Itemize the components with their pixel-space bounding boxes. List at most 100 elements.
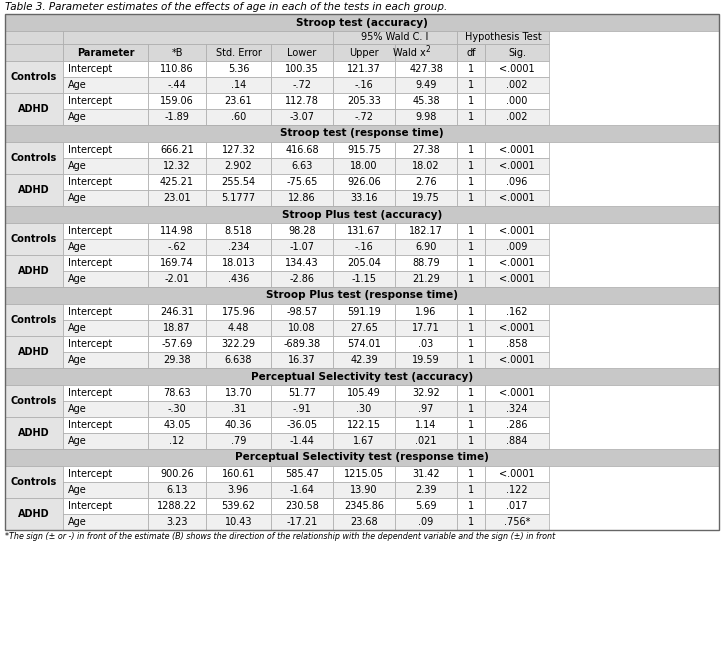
Text: 182.17: 182.17 xyxy=(409,226,443,236)
Bar xyxy=(206,61,271,77)
Bar xyxy=(206,401,271,417)
Bar xyxy=(148,417,206,433)
Text: 10.08: 10.08 xyxy=(288,323,316,333)
Text: 27.38: 27.38 xyxy=(412,145,440,155)
Bar xyxy=(206,385,271,401)
Text: 19.75: 19.75 xyxy=(412,193,440,203)
Bar xyxy=(63,482,148,498)
Bar xyxy=(457,158,485,174)
Text: 19.59: 19.59 xyxy=(412,355,439,365)
Bar xyxy=(148,223,206,239)
Text: .324: .324 xyxy=(506,404,528,414)
Text: 1: 1 xyxy=(468,161,474,171)
Bar xyxy=(485,174,549,190)
Bar xyxy=(333,304,395,320)
Text: 45.38: 45.38 xyxy=(412,96,439,106)
Bar xyxy=(271,158,333,174)
Bar xyxy=(485,304,549,320)
Bar xyxy=(271,336,333,352)
Text: 1288.22: 1288.22 xyxy=(157,501,197,511)
Text: 112.78: 112.78 xyxy=(285,96,319,106)
Bar xyxy=(457,190,485,206)
Text: -2.86: -2.86 xyxy=(290,274,314,284)
Bar xyxy=(457,61,485,77)
Bar xyxy=(63,417,148,433)
Bar xyxy=(63,271,148,287)
Text: 78.63: 78.63 xyxy=(163,388,191,398)
Text: 121.37: 121.37 xyxy=(347,64,381,74)
Bar xyxy=(206,174,271,190)
Bar xyxy=(148,401,206,417)
Text: <.0001: <.0001 xyxy=(499,161,535,171)
Text: Upper: Upper xyxy=(349,48,379,58)
Text: ADHD: ADHD xyxy=(18,428,50,438)
Text: 1: 1 xyxy=(468,388,474,398)
Bar xyxy=(395,498,457,514)
Bar xyxy=(485,44,549,61)
Text: 31.42: 31.42 xyxy=(412,469,439,479)
Text: Intercept: Intercept xyxy=(68,420,112,430)
Text: 1: 1 xyxy=(468,226,474,236)
Bar xyxy=(333,158,395,174)
Text: Intercept: Intercept xyxy=(68,96,112,106)
Text: -1.15: -1.15 xyxy=(351,274,376,284)
Bar xyxy=(148,239,206,255)
Text: 9.98: 9.98 xyxy=(416,112,437,122)
Bar xyxy=(333,482,395,498)
Text: 926.06: 926.06 xyxy=(347,177,381,187)
Text: 17.71: 17.71 xyxy=(412,323,440,333)
Text: Intercept: Intercept xyxy=(68,469,112,479)
Text: 110.86: 110.86 xyxy=(160,64,194,74)
Text: 13.90: 13.90 xyxy=(350,485,378,495)
Text: -.44: -.44 xyxy=(168,80,186,90)
Text: -689.38: -689.38 xyxy=(283,339,321,349)
Bar xyxy=(148,77,206,93)
Bar xyxy=(271,44,333,61)
Bar xyxy=(5,44,63,61)
Text: 29.38: 29.38 xyxy=(163,355,191,365)
Bar xyxy=(63,31,333,44)
Bar xyxy=(148,482,206,498)
Bar xyxy=(333,336,395,352)
Bar xyxy=(271,142,333,158)
Bar xyxy=(333,417,395,433)
Text: -3.07: -3.07 xyxy=(290,112,314,122)
Text: 6.63: 6.63 xyxy=(291,161,313,171)
Bar xyxy=(457,320,485,336)
Bar xyxy=(5,206,719,223)
Bar xyxy=(148,174,206,190)
Text: .884: .884 xyxy=(506,436,528,446)
Bar xyxy=(395,482,457,498)
Text: .021: .021 xyxy=(416,436,437,446)
Text: -.91: -.91 xyxy=(292,404,311,414)
Bar xyxy=(148,271,206,287)
Text: 2.76: 2.76 xyxy=(415,177,437,187)
Bar xyxy=(148,304,206,320)
Bar xyxy=(333,433,395,449)
Text: 3.23: 3.23 xyxy=(167,517,188,527)
Bar xyxy=(206,223,271,239)
Bar xyxy=(333,44,395,61)
Text: Controls: Controls xyxy=(11,153,57,163)
Bar xyxy=(485,352,549,368)
Bar xyxy=(271,93,333,109)
Bar xyxy=(5,368,719,385)
Text: .122: .122 xyxy=(506,485,528,495)
Text: 2.902: 2.902 xyxy=(224,161,253,171)
Text: .002: .002 xyxy=(506,80,528,90)
Text: 21.29: 21.29 xyxy=(412,274,440,284)
Text: .162: .162 xyxy=(506,307,528,317)
Bar xyxy=(395,158,457,174)
Text: 1: 1 xyxy=(468,517,474,527)
Bar xyxy=(5,336,63,368)
Text: Age: Age xyxy=(68,161,87,171)
Text: ADHD: ADHD xyxy=(18,185,50,195)
Text: -.16: -.16 xyxy=(355,242,374,252)
Bar xyxy=(206,514,271,530)
Bar xyxy=(271,174,333,190)
Text: 1: 1 xyxy=(468,436,474,446)
Text: 1: 1 xyxy=(468,112,474,122)
Bar xyxy=(63,255,148,271)
Bar xyxy=(206,304,271,320)
Bar xyxy=(333,174,395,190)
